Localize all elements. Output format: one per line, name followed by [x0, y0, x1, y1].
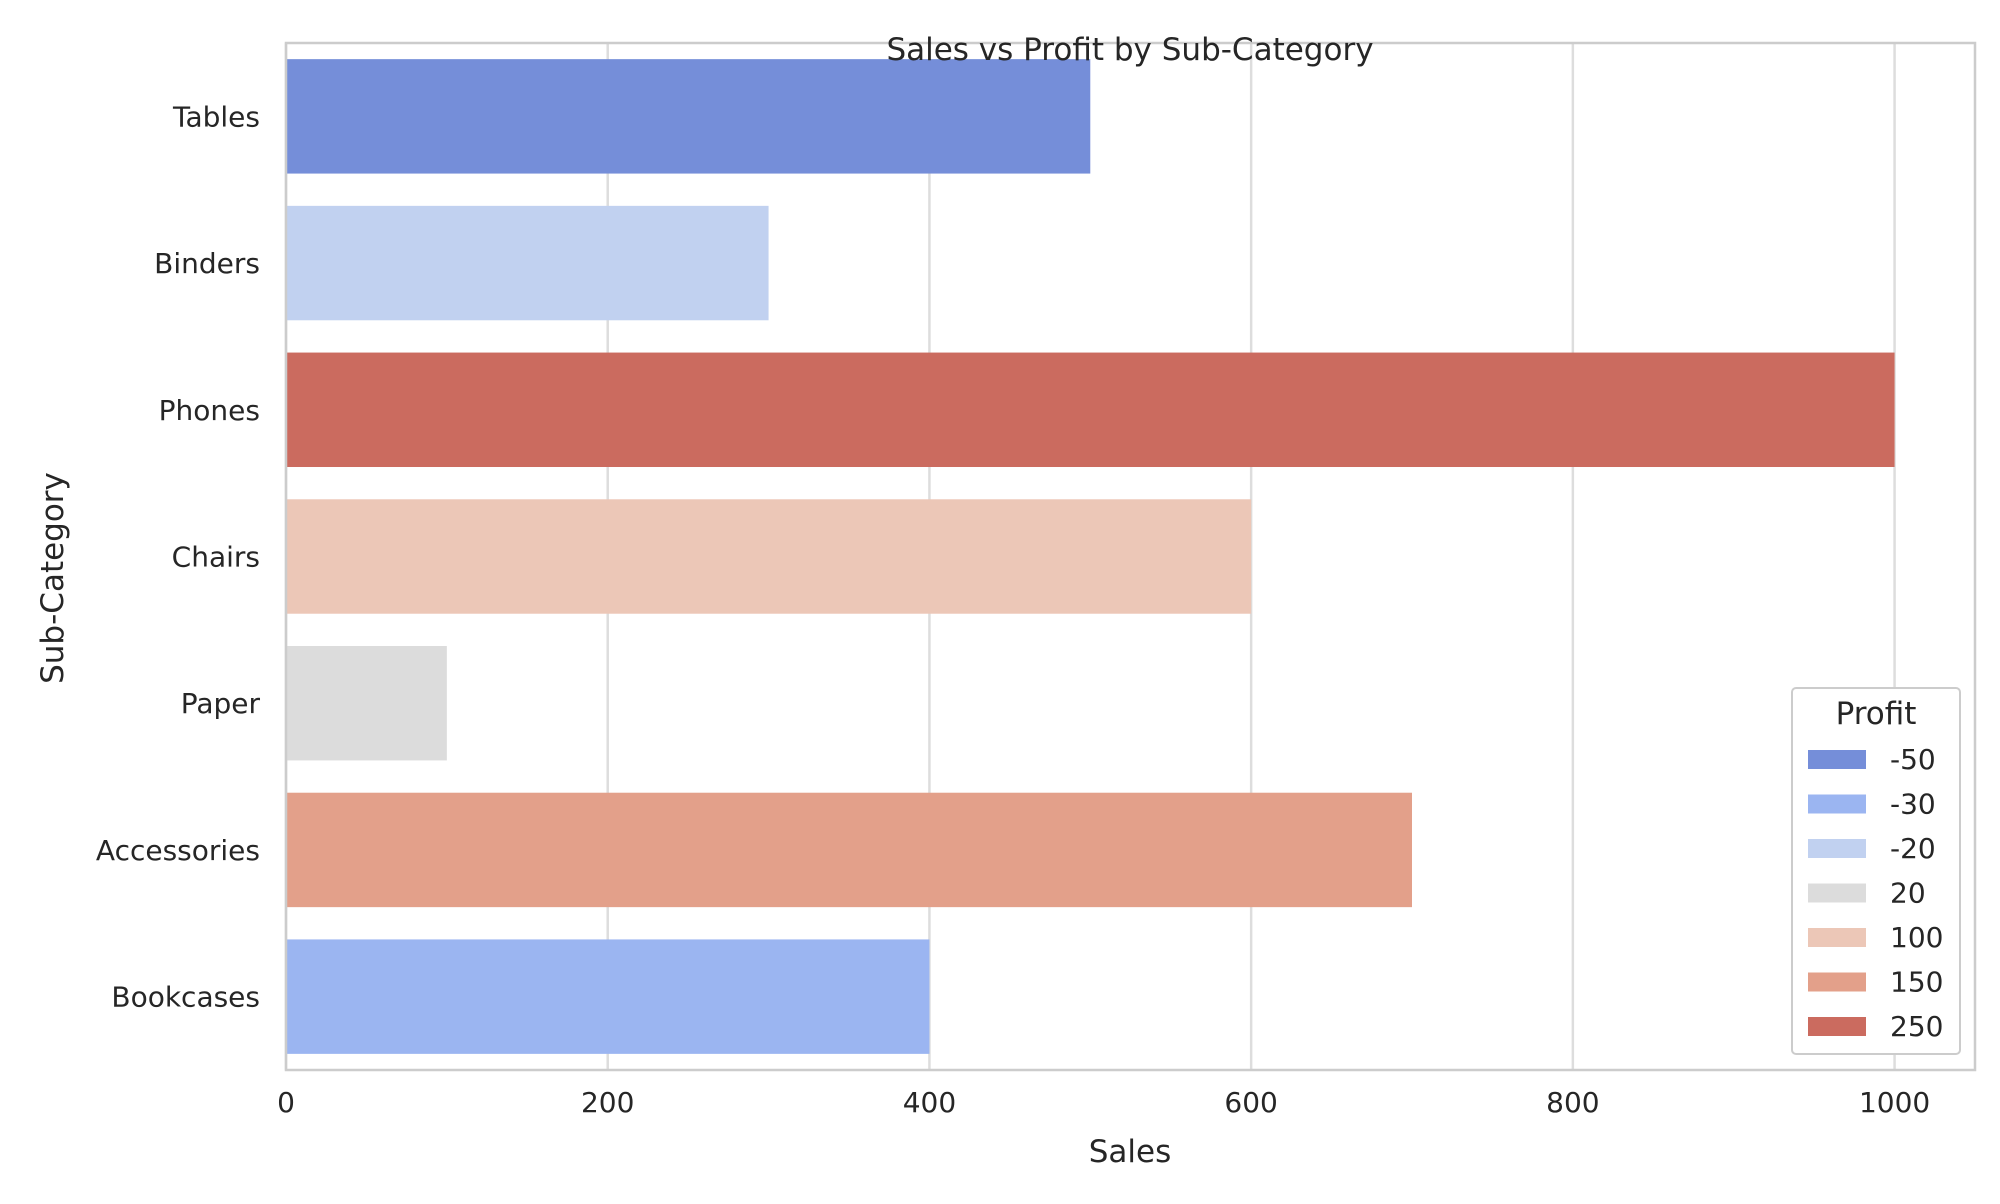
y-tick-label: Phones	[159, 394, 260, 427]
x-tick-label: 600	[1224, 1086, 1277, 1119]
bar-accessories	[286, 792, 1412, 908]
x-tick-label: 1000	[1859, 1086, 1930, 1119]
bar-binders	[286, 205, 769, 321]
x-tick-labels: 0 200 400 600 800 1000	[277, 1086, 1930, 1119]
bar-paper	[286, 645, 447, 761]
y-tick-label: Binders	[154, 247, 260, 280]
legend-label: 150	[1890, 966, 1943, 999]
y-tick-label: Bookcases	[111, 981, 260, 1014]
legend-swatch	[1808, 794, 1866, 814]
legend-label: -30	[1890, 788, 1936, 821]
plot-frame	[284, 41, 1977, 1072]
x-tick-label: 0	[277, 1086, 295, 1119]
legend-title: Profit	[1836, 696, 1917, 732]
bar-bookcases	[286, 939, 930, 1054]
x-tick-label: 200	[581, 1086, 634, 1119]
x-tick-label: 400	[903, 1086, 956, 1119]
y-axis-label: Sub-Category	[35, 472, 71, 684]
legend-box	[1791, 687, 1961, 1055]
legend-swatch	[1808, 972, 1866, 992]
bar-phones	[286, 352, 1895, 468]
legend-label: -20	[1890, 832, 1936, 865]
legend-items: -50 -30 -20 20 100 150 250	[1808, 743, 1943, 1043]
bars	[286, 59, 1895, 1054]
y-tick-label: Tables	[172, 100, 260, 133]
x-tick-label: 800	[1546, 1086, 1599, 1119]
legend-label: -50	[1890, 743, 1936, 776]
bar-chairs	[286, 499, 1252, 614]
y-tick-label: Chairs	[172, 541, 260, 574]
chart-title: Sales vs Profit by Sub-Category	[886, 32, 1373, 68]
legend: Profit -50 -30 -20 20 100 150 250	[1791, 687, 1961, 1055]
legend-swatch	[1808, 928, 1866, 947]
legend-swatch	[1808, 750, 1866, 769]
y-tick-label: Accessories	[96, 834, 260, 867]
legend-label: 250	[1890, 1010, 1943, 1043]
x-axis-label: Sales	[1089, 1134, 1172, 1170]
legend-label: 100	[1890, 921, 1943, 954]
legend-swatch	[1808, 883, 1866, 903]
legend-label: 20	[1890, 877, 1926, 910]
bar-tables	[286, 59, 1091, 174]
legend-swatch	[1808, 839, 1866, 858]
legend-swatch	[1808, 1017, 1866, 1036]
y-tick-label: Paper	[181, 687, 261, 720]
y-tick-labels: Tables Binders Phones Chairs Paper Accessorie…	[96, 100, 261, 1013]
